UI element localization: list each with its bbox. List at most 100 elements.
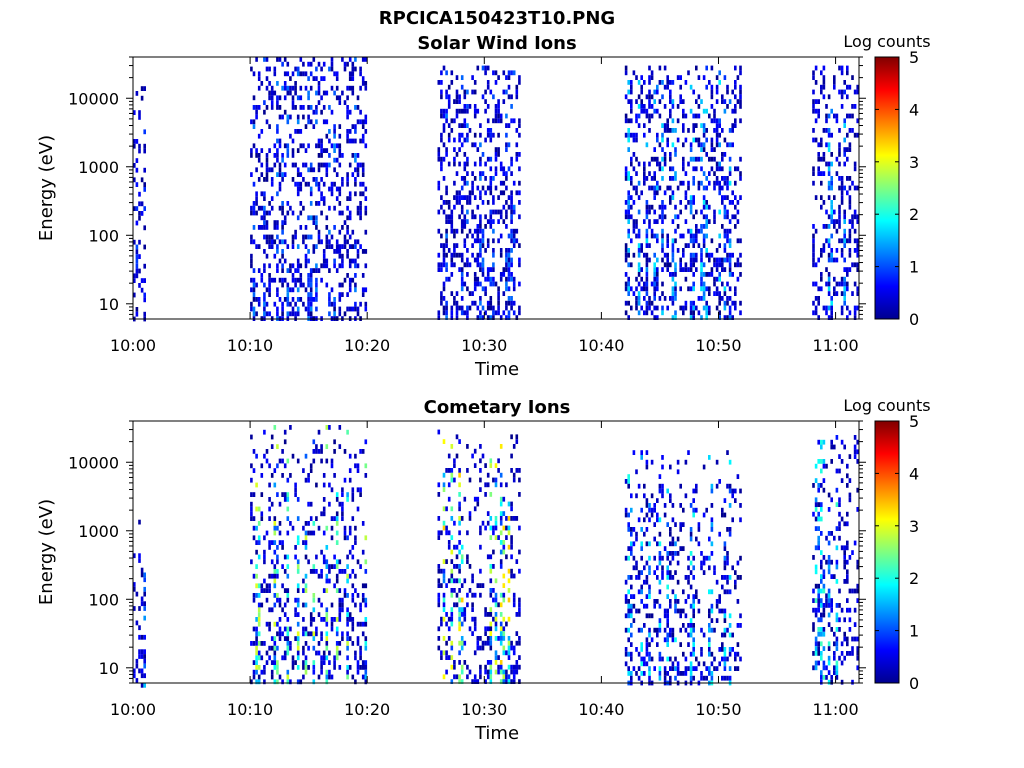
heatmap-cell [632, 603, 636, 609]
heatmap-cell [312, 439, 316, 445]
heatmap-cell [484, 89, 487, 95]
heatmap-cell [273, 90, 277, 96]
heatmap-cell [296, 287, 300, 293]
heatmap-cell [466, 161, 469, 167]
heatmap-cell [453, 228, 456, 234]
heatmap-cell [338, 297, 342, 302]
heatmap-cell [468, 128, 472, 133]
heatmap-cell [658, 161, 662, 167]
heatmap-cell [640, 108, 643, 114]
heatmap-cell [643, 603, 646, 609]
heatmap-cell [507, 501, 511, 507]
heatmap-cell [687, 579, 690, 585]
heatmap-cell [812, 104, 815, 109]
heatmap-cell [437, 252, 441, 258]
heatmap-cell [335, 641, 339, 646]
heatmap-cell [515, 152, 519, 157]
heatmap-cell [351, 71, 355, 77]
heatmap-cell [273, 578, 277, 584]
heatmap-cell [812, 70, 815, 76]
heatmap-cell [476, 108, 480, 114]
heatmap-cell [335, 172, 339, 177]
heatmap-cell [361, 76, 365, 81]
heatmap-cell [674, 666, 677, 671]
heatmap-cell [833, 670, 836, 675]
heatmap-cell [830, 679, 833, 685]
heatmap-cell [505, 262, 508, 268]
heatmap-cell [471, 75, 474, 80]
heatmap-cell [499, 472, 503, 478]
heatmap-cell [263, 177, 266, 182]
heatmap-cell [299, 95, 303, 101]
heatmap-cell [458, 267, 461, 272]
heatmap-cell [265, 66, 269, 72]
heatmap-cell [333, 124, 336, 129]
heatmap-cell [666, 671, 669, 676]
heatmap-cell [333, 129, 336, 134]
heatmap-cell [739, 488, 742, 494]
heatmap-cell [734, 214, 737, 220]
heatmap-cell [645, 642, 649, 647]
heatmap-cell [723, 565, 727, 571]
heatmap-cell [676, 661, 680, 667]
heatmap-cell [257, 631, 261, 637]
heatmap-cell [653, 503, 656, 508]
heatmap-cell [330, 525, 334, 531]
heatmap-cell [830, 257, 833, 263]
heatmap-cell [820, 286, 823, 292]
heatmap-cell [635, 118, 638, 124]
heatmap-cell [302, 301, 305, 307]
heatmap-cell [479, 300, 482, 306]
heatmap-cell [721, 575, 724, 580]
heatmap-cell [682, 305, 685, 311]
heatmap-cell [666, 637, 669, 643]
heatmap-cell [853, 132, 857, 138]
heatmap-cell [663, 671, 667, 676]
heatmap-cell [630, 623, 633, 628]
heatmap-cell [669, 627, 672, 633]
heatmap-cell [304, 660, 308, 665]
heatmap-cell [648, 632, 651, 638]
heatmap-cell [692, 137, 695, 143]
heatmap-cell [450, 607, 454, 612]
heatmap-cell [510, 453, 513, 459]
heatmap-cell [669, 156, 672, 162]
heatmap-cell [302, 674, 305, 680]
heatmap-cell [658, 603, 662, 609]
colorbar-tick-label: 5 [909, 48, 919, 67]
heatmap-cell [643, 656, 646, 662]
heatmap-cell [484, 224, 487, 229]
heatmap-cell [702, 281, 706, 287]
heatmap-cell [351, 597, 355, 603]
heatmap-cell [630, 527, 633, 532]
heatmap-cell [299, 181, 303, 187]
heatmap-cell [283, 650, 287, 656]
x-tick-label: 10:00 [110, 336, 156, 355]
heatmap-cell [265, 660, 269, 665]
heatmap-cell [682, 108, 685, 114]
heatmap-cell [328, 239, 331, 245]
heatmap-cell [494, 592, 498, 598]
heatmap-cell [299, 273, 303, 278]
heatmap-cell [497, 75, 500, 80]
heatmap-cell [270, 573, 274, 579]
heatmap-cell [822, 675, 826, 680]
heatmap-cell [330, 191, 334, 197]
heatmap-cell [499, 233, 503, 239]
heatmap-cell [853, 262, 857, 268]
heatmap-cell [442, 525, 446, 531]
heatmap-cell [624, 209, 628, 215]
heatmap-cell [840, 185, 844, 191]
heatmap-cell [325, 617, 329, 622]
heatmap-cell [445, 525, 448, 531]
heatmap-cell [728, 262, 732, 268]
heatmap-cell [671, 80, 675, 85]
heatmap-cell [309, 631, 313, 637]
heatmap-cell [479, 195, 482, 200]
heatmap-cell [348, 617, 352, 622]
heatmap-cell [315, 287, 318, 293]
heatmap-cell [463, 152, 467, 157]
heatmap-cell [278, 143, 282, 149]
heatmap-cell [341, 511, 344, 517]
heatmap-cell [343, 588, 347, 593]
